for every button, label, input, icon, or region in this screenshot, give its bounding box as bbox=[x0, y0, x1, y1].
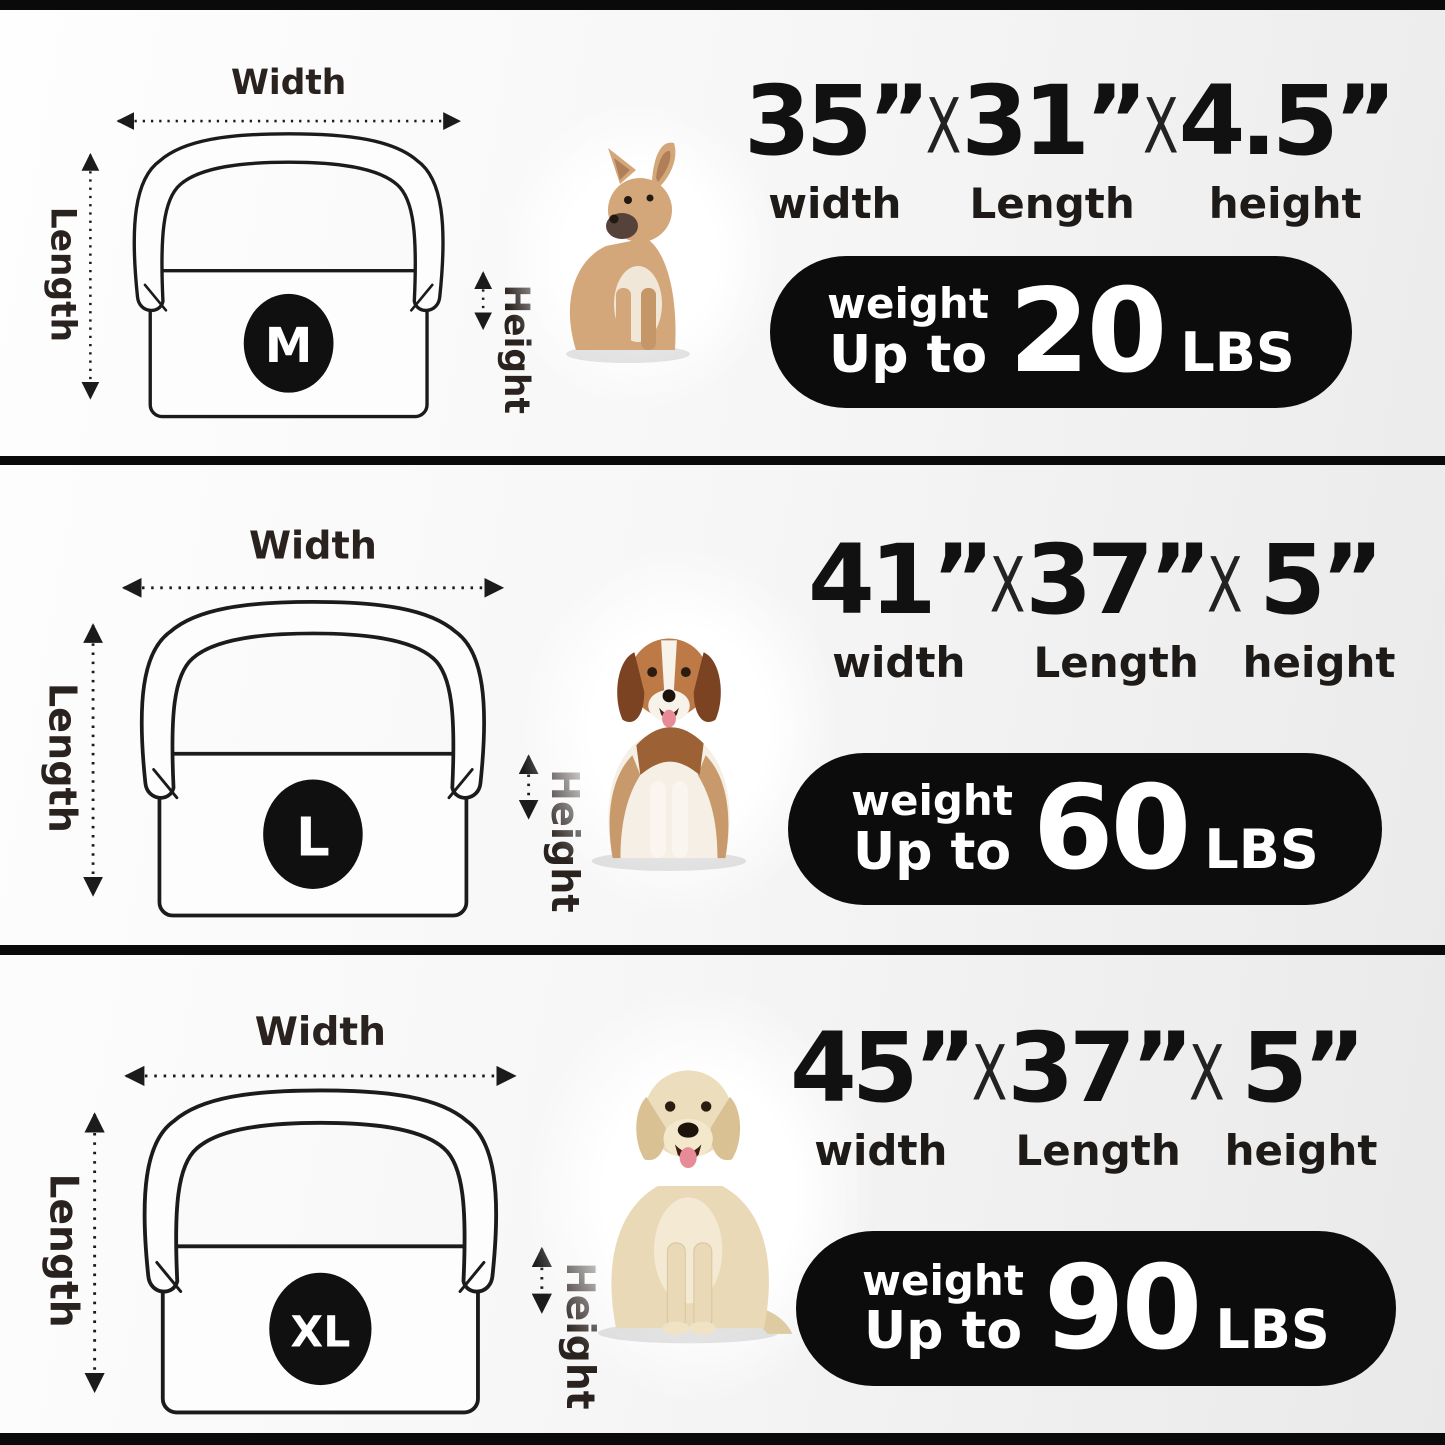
length-value: 31” bbox=[961, 65, 1148, 177]
bolster-tip-fold-left bbox=[155, 1260, 183, 1293]
width-label: Width bbox=[249, 524, 377, 568]
dimension-separator: X bbox=[1189, 1031, 1225, 1119]
bolster-tip-fold-right bbox=[447, 768, 474, 800]
width-value: 41” bbox=[808, 524, 995, 636]
height-unit-label: height bbox=[1242, 638, 1396, 688]
length-unit-label: Length bbox=[969, 179, 1135, 229]
width-value: 45” bbox=[790, 1012, 977, 1124]
dimension-length: 37” Length bbox=[1025, 524, 1212, 688]
height-value: 5” bbox=[1259, 524, 1384, 636]
width-unit-label: width bbox=[832, 638, 966, 688]
dimension-length: 31” Length bbox=[961, 65, 1148, 229]
size-badge bbox=[269, 1272, 372, 1386]
section-divider-bar bbox=[0, 945, 1445, 955]
weight-unit: LBS bbox=[1204, 818, 1319, 881]
dimension-height: 5” height bbox=[1224, 1012, 1378, 1176]
weight-capacity-pill: weight Up to 20 LBS bbox=[770, 256, 1352, 408]
length-label: Length bbox=[43, 207, 83, 342]
dimension-width: 45” width bbox=[790, 1012, 977, 1176]
weight-labels: weight Up to bbox=[827, 281, 989, 383]
weight-value-group: 60 LBS bbox=[1033, 771, 1319, 887]
dimension-length: 37” Length bbox=[1007, 1012, 1194, 1176]
weight-unit: LBS bbox=[1180, 321, 1295, 384]
weight-value: 20 bbox=[1008, 264, 1167, 399]
size-section-l: Width Length Height L bbox=[0, 465, 1445, 945]
bolster-tip-fold-right bbox=[458, 1260, 486, 1293]
length-label: Length bbox=[41, 1174, 86, 1328]
up-to-label: Up to bbox=[828, 324, 988, 385]
bolster-tip-fold-left bbox=[152, 768, 179, 800]
bed-bolster bbox=[142, 1088, 499, 1294]
beagle-photo bbox=[591, 638, 747, 871]
top-border-bar bbox=[0, 0, 1445, 10]
up-to-label: Up to bbox=[863, 1301, 1023, 1362]
bed-diagram-l: Width Length Height L bbox=[40, 524, 587, 918]
dimension-separator: X bbox=[971, 1031, 1008, 1119]
size-badge bbox=[243, 293, 334, 393]
length-unit-label: Length bbox=[1015, 1126, 1181, 1176]
weight-capacity-pill: weight Up to 60 LBS bbox=[788, 753, 1382, 905]
bolster-tip-fold-right bbox=[410, 283, 434, 312]
weight-label: weight bbox=[827, 279, 989, 329]
length-unit-label: Length bbox=[1033, 638, 1199, 688]
section-divider-bar bbox=[0, 456, 1445, 465]
weight-capacity-pill: weight Up to 90 LBS bbox=[796, 1231, 1396, 1386]
bolster-tip-fold-left bbox=[143, 283, 168, 312]
height-unit-label: height bbox=[1224, 1126, 1378, 1176]
bed-diagram-xl: Width Length Height XL bbox=[41, 1010, 602, 1415]
dimension-separator: X bbox=[1207, 543, 1243, 631]
dimensions-row: 45” width X 37” Length X 5” height bbox=[790, 1012, 1377, 1176]
dimension-height: 4.5” height bbox=[1178, 65, 1397, 229]
weight-value: 90 bbox=[1043, 1240, 1202, 1376]
weight-unit: LBS bbox=[1215, 1297, 1330, 1361]
weight-label: weight bbox=[862, 1255, 1024, 1305]
bed-diagram-m: Width Length Height M bbox=[43, 63, 536, 419]
width-unit-label: width bbox=[814, 1126, 948, 1176]
size-badge-letter: M bbox=[265, 319, 313, 374]
weight-labels: weight Up to bbox=[851, 778, 1013, 880]
weight-value-group: 20 LBS bbox=[1009, 274, 1295, 390]
length-label: Length bbox=[40, 683, 84, 833]
french-bulldog-photo bbox=[566, 142, 690, 363]
size-badge-letter: L bbox=[296, 807, 330, 869]
height-value: 5” bbox=[1241, 1012, 1366, 1124]
dimension-separator: X bbox=[989, 543, 1026, 631]
dimensions-row: 35” width X 31” Length X 4.5” height bbox=[744, 65, 1397, 229]
dimensions-row: 41” width X 37” Length X 5” height bbox=[808, 524, 1395, 688]
weight-value-group: 90 LBS bbox=[1043, 1240, 1330, 1376]
dimension-height: 5” height bbox=[1242, 524, 1396, 688]
size-badge-letter: XL bbox=[290, 1307, 350, 1357]
width-label: Width bbox=[231, 63, 346, 103]
size-section-m: Width Length Height M bbox=[0, 10, 1445, 456]
length-value: 37” bbox=[1007, 1012, 1194, 1124]
size-badge bbox=[263, 779, 363, 889]
dimension-width: 35” width bbox=[744, 65, 931, 229]
dimension-width: 41” width bbox=[808, 524, 995, 688]
dimension-separator: X bbox=[1143, 84, 1179, 172]
width-value: 35” bbox=[744, 65, 931, 177]
labrador-retriever-photo bbox=[598, 1070, 793, 1344]
up-to-label: Up to bbox=[852, 821, 1012, 882]
bottom-border-bar bbox=[0, 1433, 1445, 1445]
width-label: Width bbox=[255, 1010, 386, 1055]
weight-value: 60 bbox=[1032, 761, 1191, 896]
width-unit-label: width bbox=[768, 179, 902, 229]
weight-labels: weight Up to bbox=[862, 1255, 1024, 1362]
height-value: 4.5” bbox=[1178, 65, 1397, 177]
length-value: 37” bbox=[1025, 524, 1212, 636]
size-section-xl: Width Length Height XL bbox=[0, 955, 1445, 1433]
height-unit-label: height bbox=[1208, 179, 1362, 229]
weight-label: weight bbox=[851, 776, 1013, 826]
dimension-separator: X bbox=[925, 84, 962, 172]
